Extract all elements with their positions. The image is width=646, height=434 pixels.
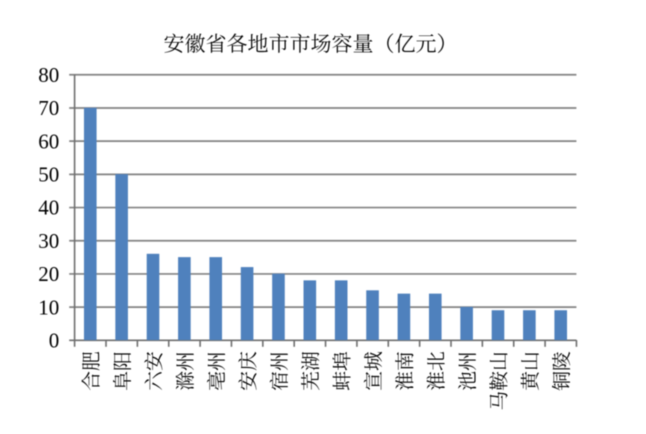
svg-text:70: 70 [38, 96, 59, 120]
svg-text:0: 0 [49, 328, 60, 352]
svg-text:50: 50 [38, 163, 59, 187]
svg-text:60: 60 [38, 129, 59, 153]
svg-text:40: 40 [38, 196, 59, 220]
svg-text:30: 30 [38, 229, 59, 253]
svg-text:20: 20 [38, 262, 59, 286]
svg-text:80: 80 [38, 63, 59, 87]
svg-text:10: 10 [38, 295, 59, 319]
